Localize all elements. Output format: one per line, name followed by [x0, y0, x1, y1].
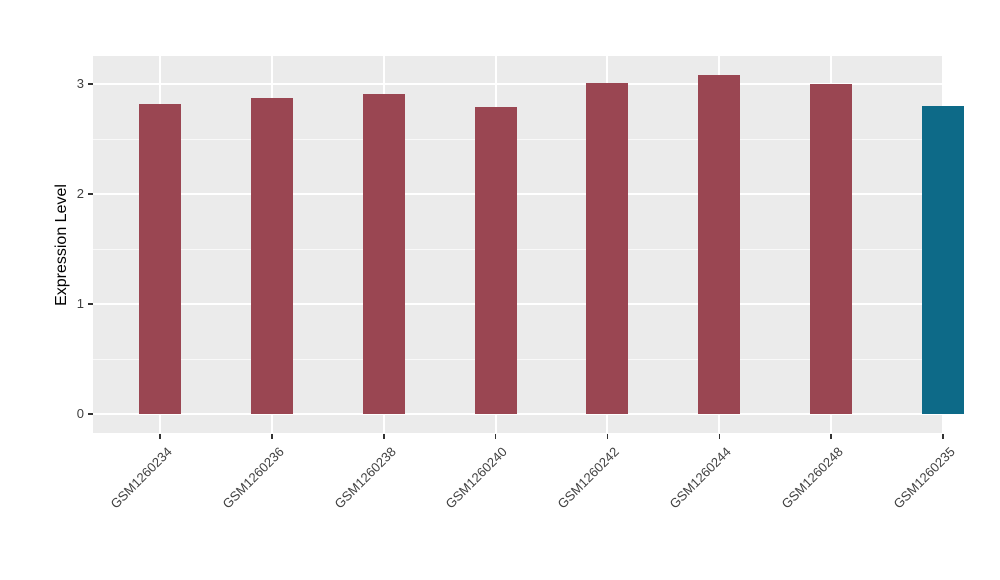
x-axis-tick: [159, 434, 161, 439]
gridline-major-horizontal: [93, 413, 943, 415]
x-axis-tick: [718, 434, 721, 439]
x-axis-label-text: GSM1260234: [107, 444, 175, 512]
bar-GSM1260234: [139, 103, 182, 414]
y-axis-tick: [88, 303, 93, 305]
x-axis-label-text: GSM1260244: [666, 444, 734, 512]
gridline-major-horizontal: [93, 303, 943, 305]
x-axis-tick: [494, 434, 497, 439]
y-axis-tick-label: 3: [76, 76, 84, 91]
bar-GSM1260248: [810, 84, 853, 414]
bar-GSM1260235: [922, 106, 964, 414]
y-axis-tick-label: 2: [76, 186, 84, 201]
x-axis-tick: [830, 434, 832, 439]
y-axis-tick: [88, 83, 93, 85]
gridline-minor-horizontal: [93, 358, 943, 360]
x-axis-label-text: GSM1260238: [331, 444, 399, 512]
x-axis-label-text: GSM1260236: [219, 444, 287, 512]
y-axis-tick: [88, 413, 93, 415]
gridline-minor-horizontal: [93, 248, 943, 250]
bar-GSM1260244: [698, 75, 741, 414]
bar-GSM1260240: [474, 107, 517, 414]
y-axis-title: Expression Level: [53, 184, 70, 306]
gridline-minor-horizontal: [93, 138, 943, 140]
gridline-major-horizontal: [93, 83, 943, 85]
x-axis-tick: [942, 434, 944, 439]
plot-panel: [93, 56, 964, 433]
x-axis-label-text: GSM1260248: [778, 444, 846, 512]
y-axis-tick: [88, 193, 93, 195]
y-axis-tick-label: 1: [76, 296, 84, 311]
bar-GSM1260242: [586, 82, 629, 414]
bar-GSM1260236: [250, 98, 293, 414]
x-axis-label-text: GSM1260235: [890, 444, 958, 512]
x-axis-tick: [383, 434, 385, 439]
x-axis-label-text: GSM1260242: [554, 444, 623, 512]
gridline-major-horizontal: [93, 193, 943, 195]
y-axis-tick-label: 0: [76, 406, 84, 421]
x-axis-tick: [606, 434, 609, 439]
bar-GSM1260238: [362, 93, 405, 414]
x-axis-label-text: GSM1260240: [442, 444, 511, 512]
x-axis-tick: [271, 434, 273, 439]
